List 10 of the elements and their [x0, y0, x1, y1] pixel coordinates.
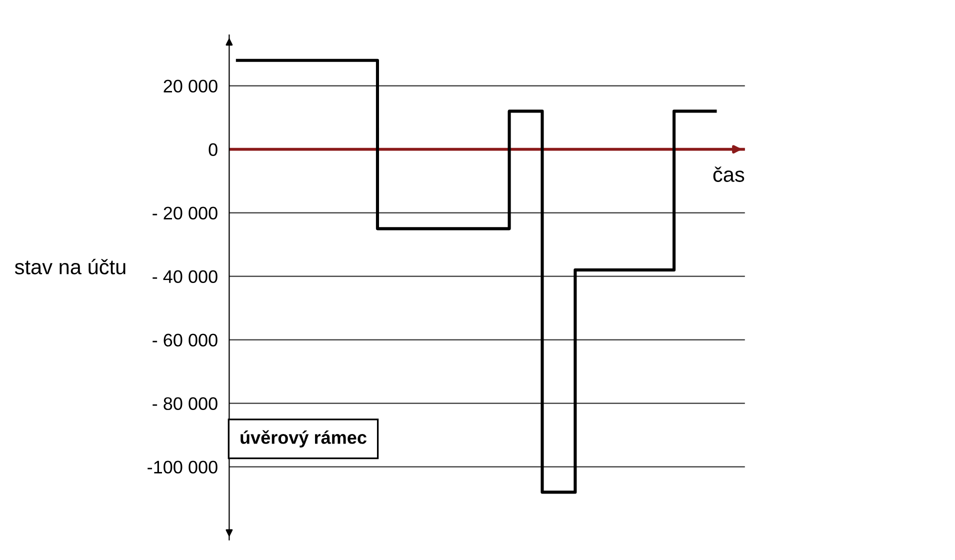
y-tick-label: -100 000: [148, 460, 218, 474]
y-tick-label: - 60 000: [152, 334, 218, 347]
y-tick-label: 20 000: [164, 80, 218, 93]
y-tick-label: 0: [208, 143, 218, 156]
x-axis-title: čas: [713, 166, 744, 182]
y-tick-label: - 80 000: [152, 397, 218, 410]
y-tick-label: - 20 000: [152, 206, 218, 220]
annotation: úvěrový rámec: [240, 430, 366, 448]
y-tick-label: - 40 000: [152, 270, 218, 284]
y-axis-title: stav na účtu: [14, 258, 126, 274]
